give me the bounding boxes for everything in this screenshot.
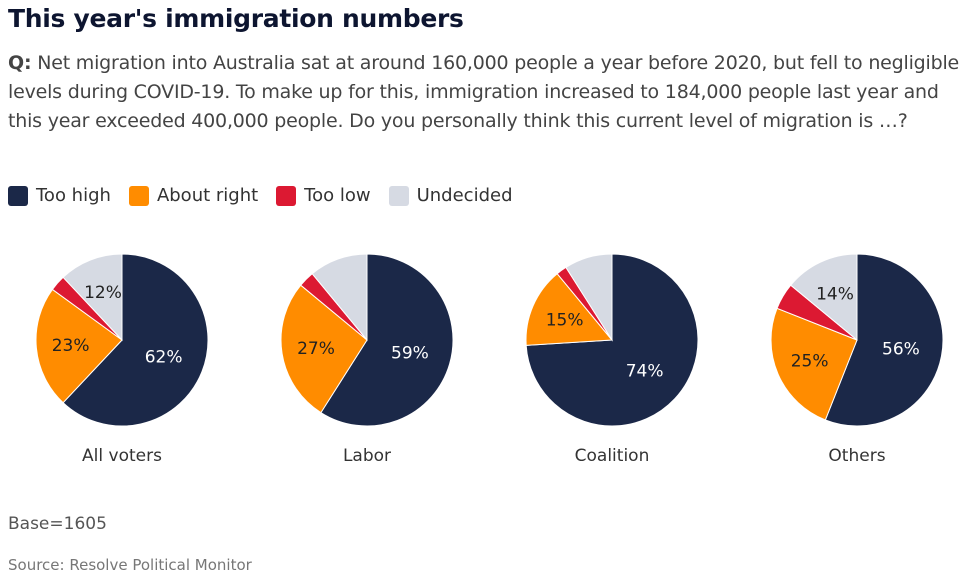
data-label-about-right: 27% (297, 339, 335, 359)
legend: Too high About right Too low Undecided (8, 185, 531, 206)
pie-category-label: Others (828, 446, 885, 466)
pie-category-label: Coalition (575, 446, 650, 466)
legend-label: Too low (304, 185, 371, 206)
data-label-too-high: 74% (626, 362, 664, 382)
pie-all-voters: 62% 23% 12% All voters (35, 253, 209, 466)
slice-undecided (62, 253, 123, 342)
slice-undecided (565, 253, 613, 342)
legend-item-undecided: Undecided (388, 185, 513, 206)
pie-others: 56% 25% 14% Others (770, 253, 944, 466)
data-label-too-high: 56% (882, 339, 920, 359)
survey-question: Q: Net migration into Australia sat at a… (8, 49, 973, 136)
data-label-undecided: 14% (816, 284, 854, 304)
legend-item-too-high: Too high (8, 185, 111, 206)
data-label-too-high: 62% (145, 348, 183, 368)
pie-charts: 62% 23% 12% All voters 59% 27% Labor 74% 15% Coal… (35, 253, 944, 466)
slice-about-right (525, 273, 614, 346)
source-note: Source: Resolve Political Monitor (8, 556, 252, 574)
data-label-about-right: 15% (546, 311, 584, 331)
slice-too-high (824, 253, 944, 427)
pie-labor: 59% 27% Labor (280, 253, 454, 466)
legend-swatch (8, 185, 28, 206)
base-note: Base=1605 (8, 514, 107, 534)
pie-category-label: Labor (343, 446, 391, 466)
legend-item-about-right: About right (128, 185, 259, 206)
data-label-too-high: 59% (391, 344, 429, 364)
question-text: Net migration into Australia sat at arou… (8, 52, 960, 132)
legend-label: About right (156, 185, 259, 206)
data-label-about-right: 25% (791, 352, 829, 372)
slice-about-right (770, 307, 858, 421)
legend-label: Too high (36, 185, 111, 206)
question-prefix: Q: (8, 52, 32, 74)
slice-about-right (280, 284, 368, 414)
slice-undecided (790, 253, 858, 342)
slice-too-high (320, 253, 454, 427)
data-label-undecided: 12% (84, 283, 122, 303)
slice-about-right (35, 288, 123, 404)
legend-swatch (388, 185, 409, 206)
pie-category-label: All voters (82, 446, 162, 466)
slice-too-high (62, 253, 209, 427)
data-label-about-right: 23% (52, 336, 90, 356)
slice-undecided (311, 253, 368, 342)
legend-swatch (128, 185, 149, 206)
legend-label: Undecided (416, 185, 513, 206)
chart-title: This year's immigration numbers (8, 4, 464, 33)
pie-coalition: 74% 15% Coalition (525, 253, 699, 466)
legend-swatch (276, 185, 297, 206)
legend-item-too-low: Too low (276, 185, 371, 206)
